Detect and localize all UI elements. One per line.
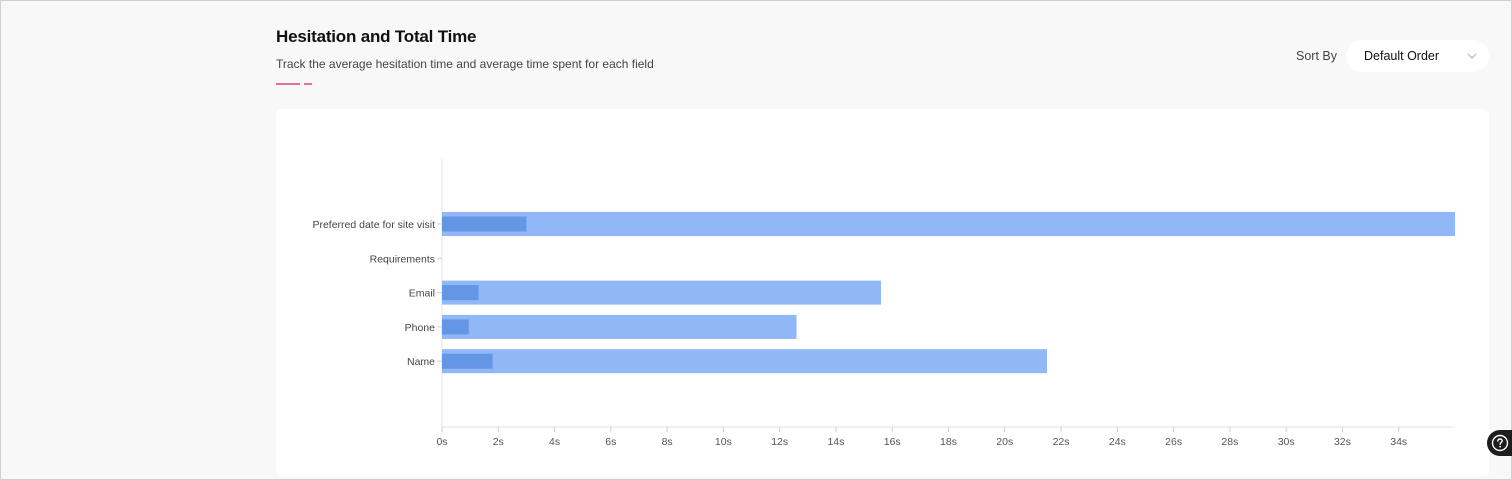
- hesitation-time-chart: 0s 2s 4s 6s 8s 10s 12s 14s 16s 18s 20s 22s 24s 26s 28s…: [312, 159, 1455, 448]
- total-time-bar: [442, 280, 881, 305]
- sort-control: Sort By Default Order: [1296, 40, 1489, 72]
- x-tick-label: 32s: [1334, 436, 1351, 448]
- x-tick-label: 10s: [715, 436, 732, 448]
- sort-by-label: Sort By: [1296, 49, 1337, 63]
- section-title: Hesitation and Total Time: [276, 27, 477, 46]
- y-tick-label: Name: [407, 356, 435, 368]
- section-subtitle: Track the average hesitation time and av…: [276, 57, 654, 71]
- y-tick-label: Phone: [405, 322, 436, 334]
- x-tick-label: 0s: [436, 436, 447, 448]
- x-tick-label: 30s: [1278, 436, 1295, 448]
- x-tick-label: 18s: [940, 436, 957, 448]
- hesitation-time-bar: [442, 285, 479, 301]
- x-tick-label: 14s: [827, 436, 844, 448]
- x-tick-label: 16s: [884, 436, 901, 448]
- y-tick-label: Requirements: [370, 253, 435, 265]
- x-tick-label: 8s: [662, 436, 673, 448]
- x-tick-label: 2s: [493, 436, 504, 448]
- x-tick-label: 24s: [1109, 436, 1126, 448]
- total-time-bar: [442, 349, 1047, 374]
- help-button[interactable]: [1487, 430, 1512, 456]
- x-tick-label: 28s: [1221, 436, 1238, 448]
- y-tick-label: Preferred date for site visit: [312, 219, 435, 231]
- total-time-bar: [442, 212, 1455, 236]
- x-tick-label: 34s: [1390, 436, 1407, 448]
- x-tick-label: 26s: [1165, 436, 1182, 448]
- x-tick-label: 20s: [996, 436, 1013, 448]
- y-tick-label: Email: [409, 288, 435, 300]
- sort-order-dropdown[interactable]: Default Order: [1346, 40, 1489, 72]
- accent-dash: [304, 83, 312, 85]
- chevron-down-icon: [1467, 51, 1477, 61]
- section-header: Hesitation and Total Time Track the aver…: [276, 27, 654, 85]
- x-tick-label: 6s: [605, 436, 616, 448]
- x-tick-label: 12s: [771, 436, 788, 448]
- accent-line: [276, 83, 300, 85]
- x-tick-label: 22s: [1053, 436, 1070, 448]
- sort-order-value: Default Order: [1364, 49, 1440, 63]
- help-icon: [1491, 434, 1509, 452]
- x-tick-label: 4s: [549, 436, 560, 448]
- chart-card: 0s 2s 4s 6s 8s 10s 12s 14s 16s 18s 20s 22s 24s 26s 28s…: [276, 109, 1489, 477]
- hesitation-time-bar: [442, 216, 527, 232]
- hesitation-time-bar: [442, 353, 493, 369]
- hesitation-time-bar: [442, 319, 469, 335]
- total-time-bar: [442, 314, 797, 339]
